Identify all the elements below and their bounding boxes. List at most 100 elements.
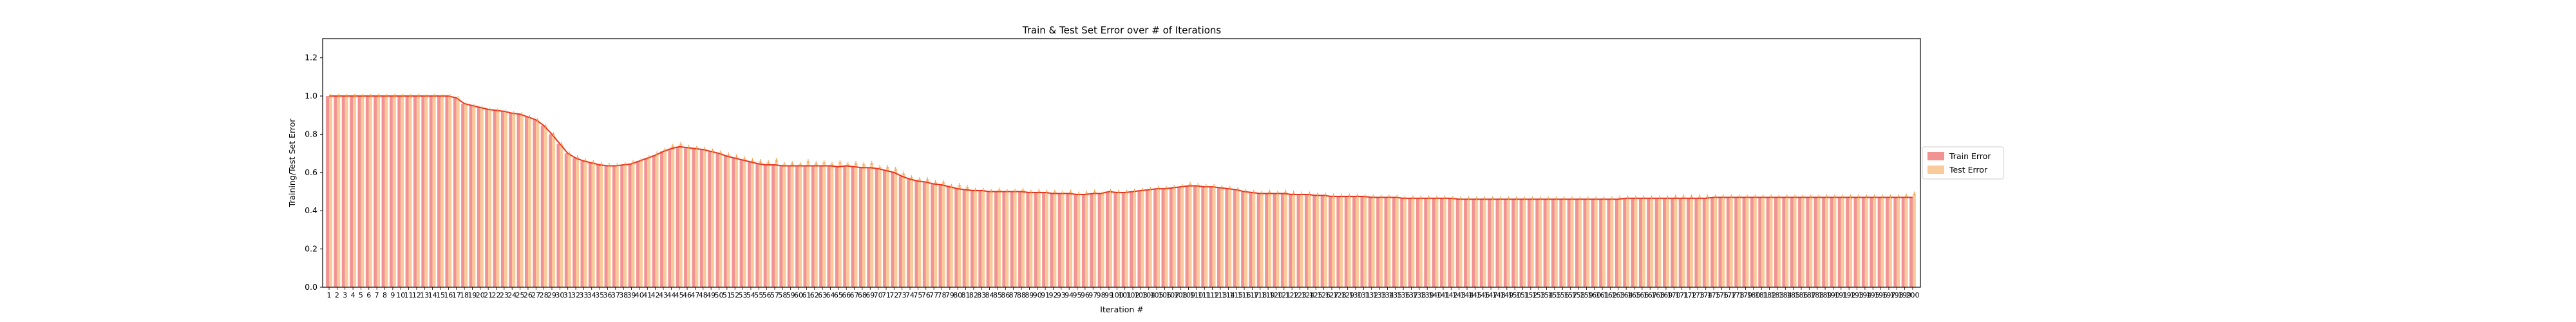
test-error-bar bbox=[822, 162, 826, 287]
legend: Train Error Test Error bbox=[1922, 146, 2004, 180]
test-error-bar bbox=[1443, 197, 1446, 287]
test-error-bar bbox=[862, 164, 866, 287]
x-tick-label: 118 bbox=[1253, 291, 1267, 299]
x-tick-label: 52 bbox=[730, 291, 739, 299]
train-error-bar bbox=[1113, 193, 1117, 287]
test-error-bar bbox=[1045, 191, 1049, 287]
train-error-bar bbox=[946, 187, 950, 287]
train-error-bar bbox=[413, 96, 417, 287]
x-tick-label: 133 bbox=[1373, 291, 1387, 299]
test-error-bar bbox=[368, 96, 372, 287]
error-line-layer bbox=[329, 94, 1915, 200]
test-error-bar bbox=[1705, 196, 1709, 287]
y-tick-label: 1.2 bbox=[305, 53, 317, 62]
train-error-bar bbox=[1623, 198, 1627, 287]
x-tick-label: 25 bbox=[516, 291, 525, 299]
train-error-bar bbox=[1830, 197, 1833, 287]
x-tick-label: 11 bbox=[404, 291, 413, 299]
test-error-bar bbox=[631, 162, 635, 287]
x-tick-label: 127 bbox=[1325, 291, 1338, 299]
test-error-bar bbox=[1363, 196, 1367, 287]
x-tick-label: 96 bbox=[1081, 291, 1090, 299]
train-error-bar bbox=[708, 151, 712, 287]
train-error-bar bbox=[580, 161, 584, 287]
train-error-bar bbox=[1137, 191, 1141, 287]
x-tick-label: 32 bbox=[571, 291, 580, 299]
y-tick-label: 0.0 bbox=[305, 282, 317, 292]
test-error-bar bbox=[1785, 196, 1789, 287]
test-error-bar bbox=[1522, 198, 1526, 287]
x-tick-label: 97 bbox=[1088, 291, 1097, 299]
train-error-bar bbox=[1233, 189, 1236, 287]
train-error-bar bbox=[970, 191, 974, 287]
test-error-bar bbox=[1172, 187, 1176, 287]
test-error-bar bbox=[965, 187, 969, 287]
x-tick-label: 87 bbox=[1009, 291, 1018, 299]
train-error-bar bbox=[1591, 199, 1595, 287]
test-error-bar bbox=[591, 162, 595, 287]
x-tick-label: 72 bbox=[889, 291, 898, 299]
x-tick-label: 53 bbox=[739, 291, 748, 299]
test-error-bar bbox=[743, 158, 746, 287]
test-error-bar bbox=[1904, 195, 1908, 287]
test-error-bar bbox=[1698, 196, 1701, 287]
train-error-bar bbox=[978, 191, 982, 287]
train-error-bar bbox=[437, 96, 440, 287]
x-tick-label: 95 bbox=[1073, 291, 1082, 299]
x-tick-label: 159 bbox=[1580, 291, 1593, 299]
train-error-bar bbox=[1010, 191, 1014, 287]
train-error-bar bbox=[357, 96, 361, 287]
x-tick-label: 61 bbox=[802, 291, 811, 299]
x-tick-label: 163 bbox=[1611, 291, 1625, 299]
train-error-bar bbox=[1654, 198, 1658, 287]
test-error-bar bbox=[1618, 197, 1622, 287]
train-error-bar bbox=[341, 96, 345, 287]
x-tick-label: 3 bbox=[343, 291, 347, 299]
legend-swatch-test bbox=[1927, 166, 1944, 174]
test-error-bar bbox=[1714, 196, 1718, 287]
train-error-bar bbox=[1177, 187, 1181, 287]
test-error-bar bbox=[1888, 196, 1892, 287]
x-tick-label: 177 bbox=[1723, 291, 1736, 299]
test-error-bar bbox=[663, 149, 667, 287]
test-error-bar bbox=[464, 103, 468, 287]
train-error-bar bbox=[429, 96, 433, 287]
train-error-bar bbox=[1360, 196, 1364, 287]
train-error-bar bbox=[891, 172, 895, 287]
x-tick-label: 50 bbox=[714, 291, 723, 299]
train-error-bar bbox=[405, 96, 409, 287]
test-error-bar bbox=[1379, 196, 1383, 287]
test-error-bar bbox=[1841, 196, 1844, 287]
train-error-bar bbox=[1734, 197, 1738, 287]
train-error-bar bbox=[1185, 185, 1189, 287]
test-error-bar bbox=[1482, 198, 1486, 287]
test-error-bar bbox=[1260, 193, 1264, 287]
x-tick-label: 30 bbox=[555, 291, 564, 299]
x-tick-label: 13 bbox=[420, 291, 429, 299]
train-error-bar bbox=[1782, 197, 1786, 287]
test-error-bar bbox=[902, 173, 905, 287]
test-error-bar bbox=[1188, 184, 1192, 287]
x-tick-label: 1 bbox=[327, 291, 332, 299]
x-tick-label: 198 bbox=[1890, 291, 1904, 299]
train-error-bar bbox=[1416, 198, 1419, 287]
test-error-bar bbox=[567, 153, 571, 287]
x-tick-label: 14 bbox=[428, 291, 437, 299]
test-error-bar bbox=[1316, 194, 1320, 287]
x-tick-label: 195 bbox=[1866, 291, 1880, 299]
train-error-bar bbox=[1710, 197, 1714, 287]
y-axis: 0.0 0.2 0.4 0.6 0.8 1.0 1.2 bbox=[305, 53, 323, 292]
x-tick-label: 27 bbox=[531, 291, 540, 299]
train-error-bar bbox=[1806, 197, 1810, 287]
test-error-bar bbox=[1029, 191, 1033, 287]
train-error-bar bbox=[1106, 191, 1109, 287]
x-tick-label: 18 bbox=[460, 291, 469, 299]
x-tick-label: 36 bbox=[603, 291, 612, 299]
train-error-bar bbox=[1718, 197, 1722, 287]
x-tick-label: 136 bbox=[1397, 291, 1410, 299]
plot-frame bbox=[322, 38, 1921, 288]
train-error-bar bbox=[1814, 197, 1817, 287]
x-tick-label: 24 bbox=[507, 291, 516, 299]
x-tick-label: 103 bbox=[1134, 291, 1148, 299]
test-error-bar bbox=[1268, 191, 1272, 287]
